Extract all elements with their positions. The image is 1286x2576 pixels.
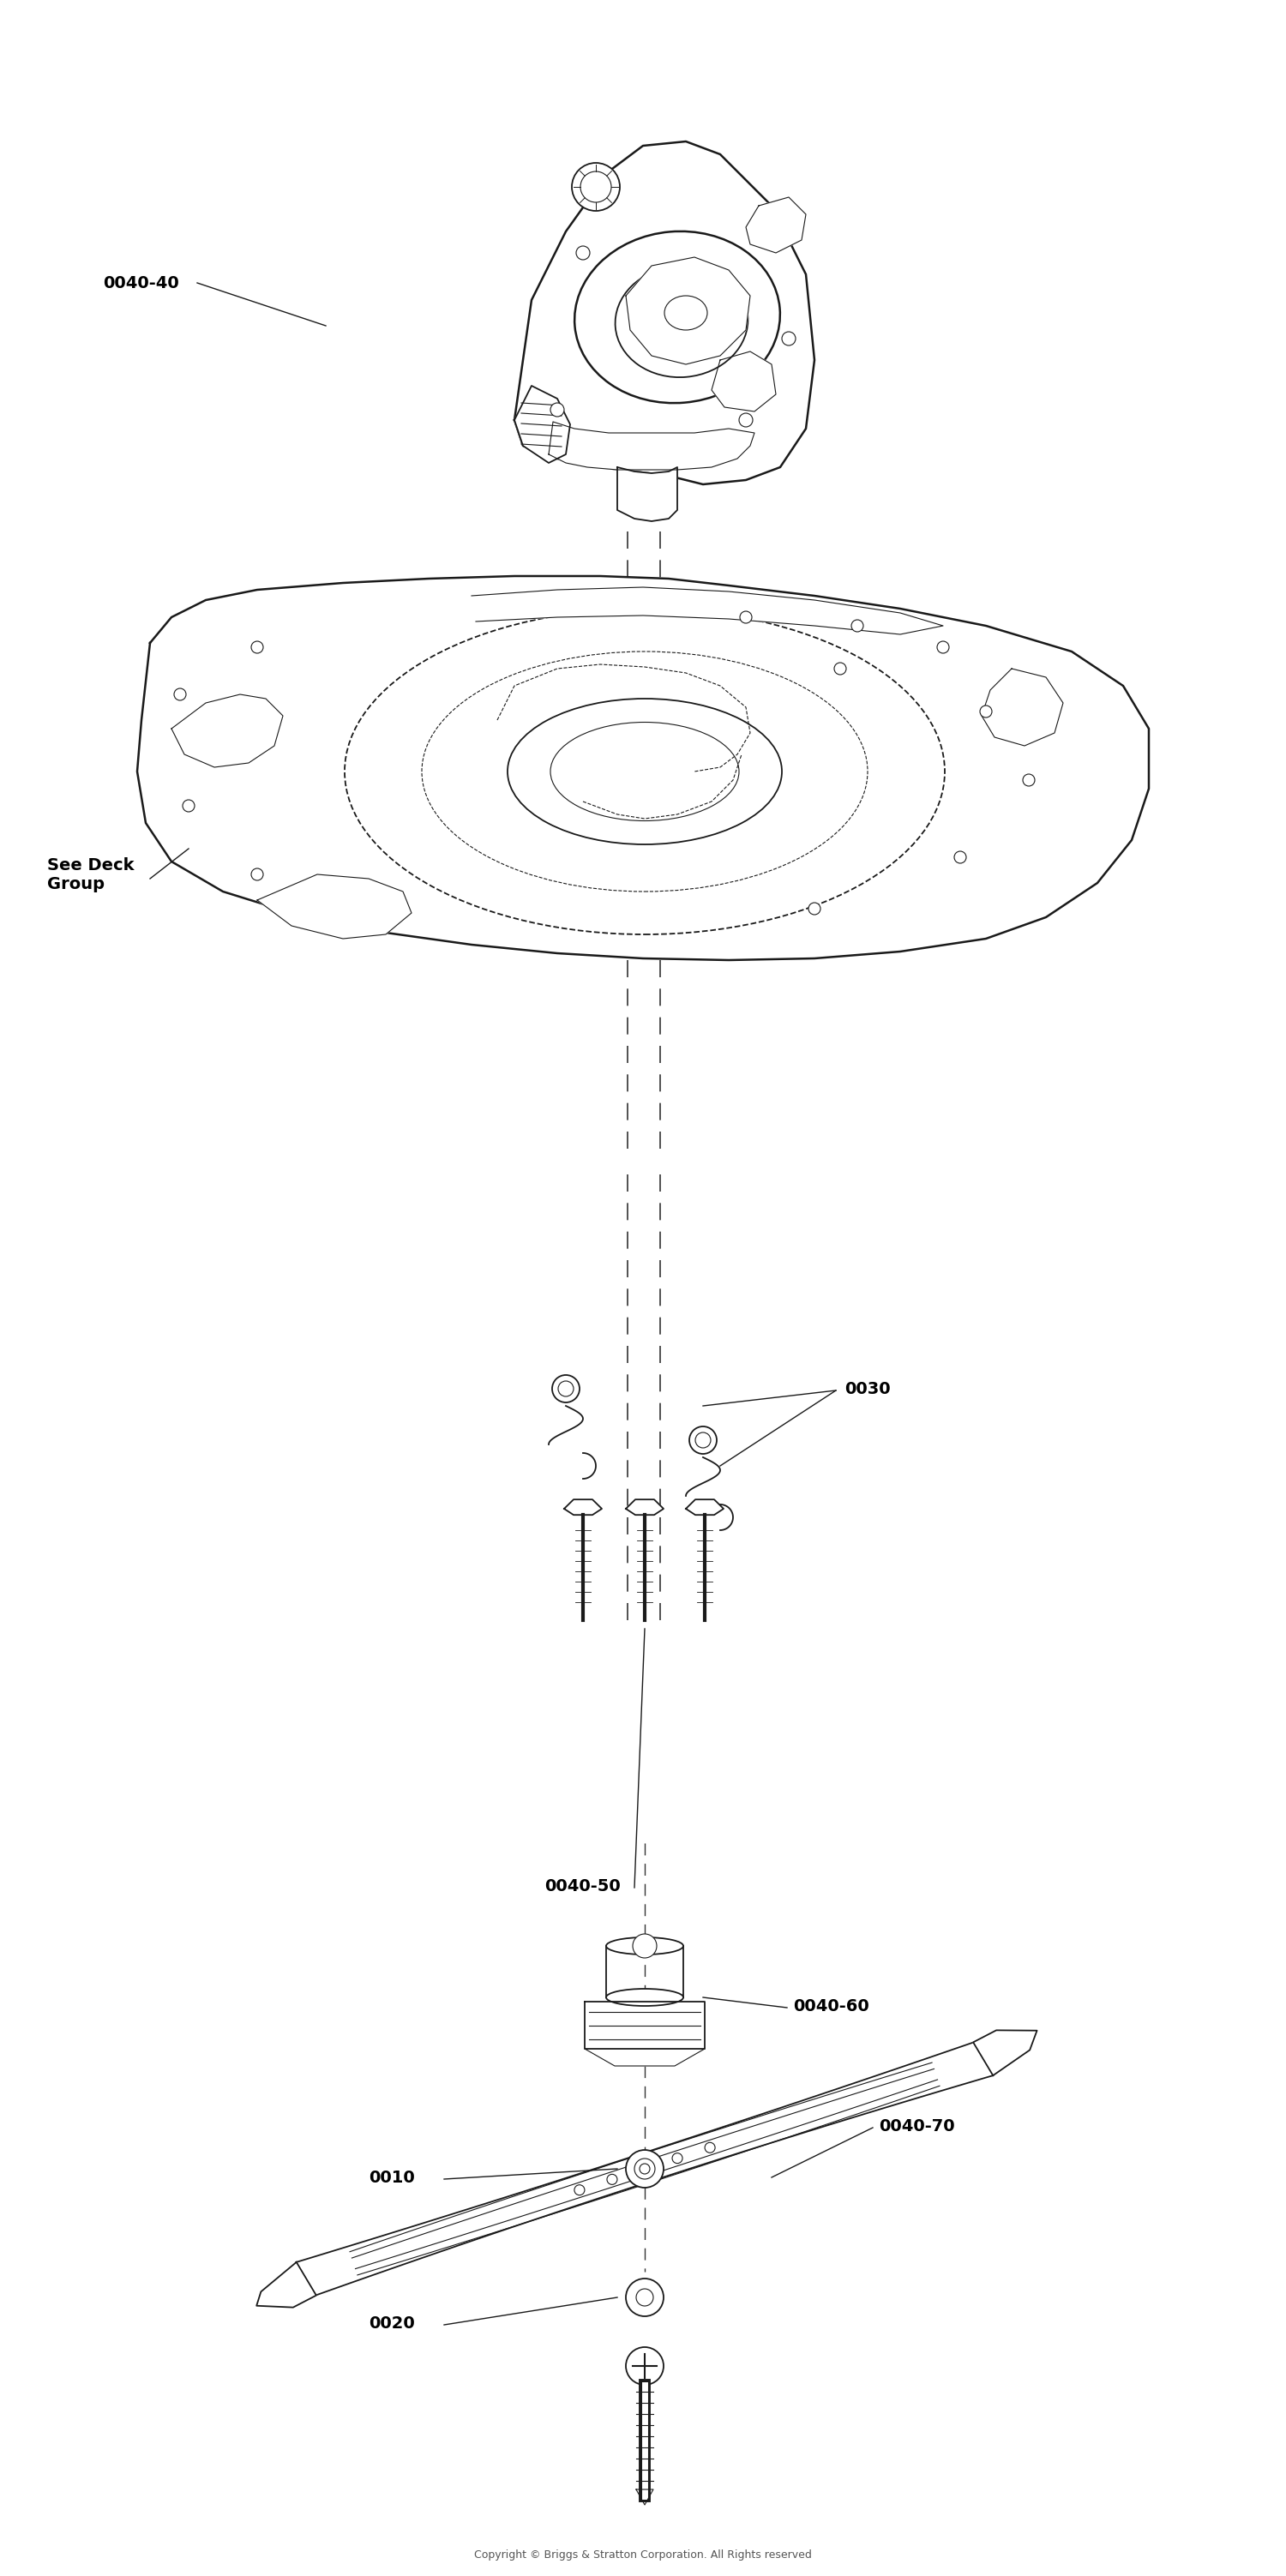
Ellipse shape: [615, 265, 748, 376]
Ellipse shape: [606, 1937, 683, 1955]
Text: 0010: 0010: [369, 2169, 414, 2184]
Text: 0020: 0020: [369, 2316, 414, 2331]
Polygon shape: [138, 577, 1148, 961]
Circle shape: [552, 1376, 580, 1401]
Circle shape: [639, 2164, 649, 2174]
Circle shape: [626, 2347, 664, 2385]
Circle shape: [954, 850, 966, 863]
Ellipse shape: [665, 296, 707, 330]
Ellipse shape: [508, 698, 782, 845]
Circle shape: [851, 621, 863, 631]
Circle shape: [576, 247, 590, 260]
Polygon shape: [472, 587, 943, 634]
Circle shape: [251, 868, 264, 881]
Circle shape: [1022, 773, 1035, 786]
Text: 0030: 0030: [845, 1381, 890, 1396]
Circle shape: [689, 1427, 716, 1453]
Circle shape: [174, 688, 186, 701]
Polygon shape: [617, 466, 678, 520]
Ellipse shape: [606, 1989, 683, 2007]
Text: 0040-40: 0040-40: [103, 276, 179, 291]
Circle shape: [633, 1935, 657, 1958]
Polygon shape: [514, 386, 570, 464]
Polygon shape: [981, 670, 1064, 747]
Circle shape: [809, 902, 820, 914]
Ellipse shape: [550, 721, 739, 822]
Polygon shape: [746, 198, 806, 252]
Polygon shape: [585, 2048, 705, 2066]
Polygon shape: [565, 1499, 602, 1515]
Polygon shape: [257, 873, 412, 938]
Polygon shape: [585, 2002, 705, 2048]
Polygon shape: [549, 422, 755, 469]
Circle shape: [705, 2143, 715, 2154]
Circle shape: [626, 2280, 664, 2316]
Polygon shape: [974, 2030, 1037, 2076]
Text: Copyright © Briggs & Stratton Corporation. All Rights reserved: Copyright © Briggs & Stratton Corporatio…: [475, 2550, 811, 2561]
Circle shape: [572, 162, 620, 211]
Polygon shape: [685, 1499, 724, 1515]
Circle shape: [607, 2174, 617, 2184]
Ellipse shape: [575, 232, 781, 402]
Circle shape: [251, 641, 264, 654]
Circle shape: [183, 799, 194, 811]
Polygon shape: [626, 258, 750, 363]
Polygon shape: [256, 2262, 316, 2308]
Circle shape: [739, 412, 752, 428]
Circle shape: [626, 2151, 664, 2187]
Polygon shape: [626, 1499, 664, 1515]
Circle shape: [673, 2154, 683, 2164]
Polygon shape: [297, 2040, 993, 2298]
Text: 0040-60: 0040-60: [793, 1999, 869, 2014]
Circle shape: [835, 662, 846, 675]
Circle shape: [782, 332, 796, 345]
Text: 0040-50: 0040-50: [544, 1878, 620, 1893]
Polygon shape: [711, 350, 775, 412]
Text: See Deck
Group: See Deck Group: [48, 858, 134, 891]
Circle shape: [575, 2184, 585, 2195]
Circle shape: [550, 402, 565, 417]
Circle shape: [980, 706, 992, 719]
Circle shape: [937, 641, 949, 654]
Text: 0040-70: 0040-70: [878, 2117, 954, 2133]
Circle shape: [739, 611, 752, 623]
Polygon shape: [514, 142, 814, 484]
Polygon shape: [171, 696, 283, 768]
